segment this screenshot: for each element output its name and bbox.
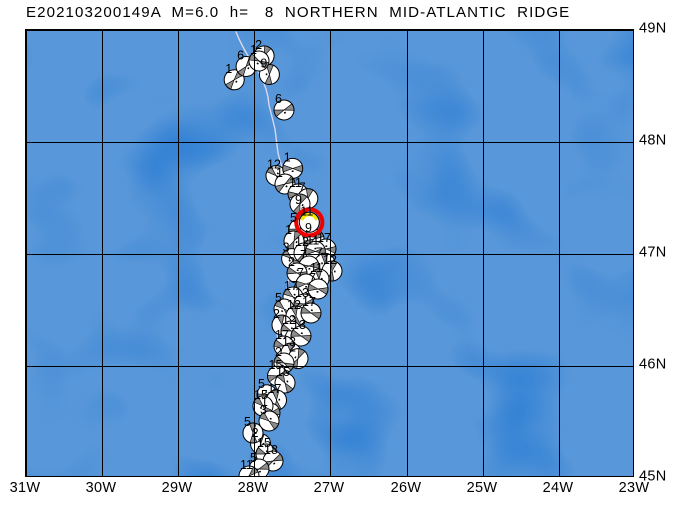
- svg-text:9: 9: [260, 57, 267, 71]
- svg-text:5: 5: [275, 291, 282, 305]
- svg-text:2: 2: [289, 341, 296, 355]
- svg-text:6: 6: [275, 92, 282, 106]
- svg-text:2: 2: [275, 345, 282, 359]
- svg-text:2: 2: [288, 255, 295, 269]
- svg-text:3: 3: [283, 241, 290, 255]
- svg-text:7: 7: [309, 271, 316, 285]
- svg-text:7: 7: [300, 248, 307, 262]
- svg-text:17: 17: [302, 295, 316, 309]
- svg-text:17: 17: [268, 382, 282, 396]
- svg-text:6: 6: [237, 49, 244, 63]
- svg-text:11: 11: [300, 204, 313, 218]
- svg-text:15: 15: [254, 388, 268, 402]
- svg-text:11: 11: [240, 458, 253, 472]
- svg-text:7: 7: [297, 266, 304, 280]
- svg-text:13: 13: [292, 318, 306, 332]
- svg-text:7: 7: [316, 245, 323, 259]
- svg-text:1: 1: [225, 62, 232, 76]
- svg-text:1: 1: [285, 223, 292, 237]
- svg-text:3: 3: [260, 403, 267, 417]
- svg-text:18: 18: [264, 443, 278, 457]
- svg-text:12: 12: [287, 298, 301, 312]
- svg-text:1: 1: [276, 166, 283, 180]
- svg-text:5: 5: [244, 415, 251, 429]
- svg-text:1: 1: [284, 150, 291, 164]
- svg-text:15: 15: [276, 365, 290, 379]
- svg-text:2: 2: [273, 307, 280, 321]
